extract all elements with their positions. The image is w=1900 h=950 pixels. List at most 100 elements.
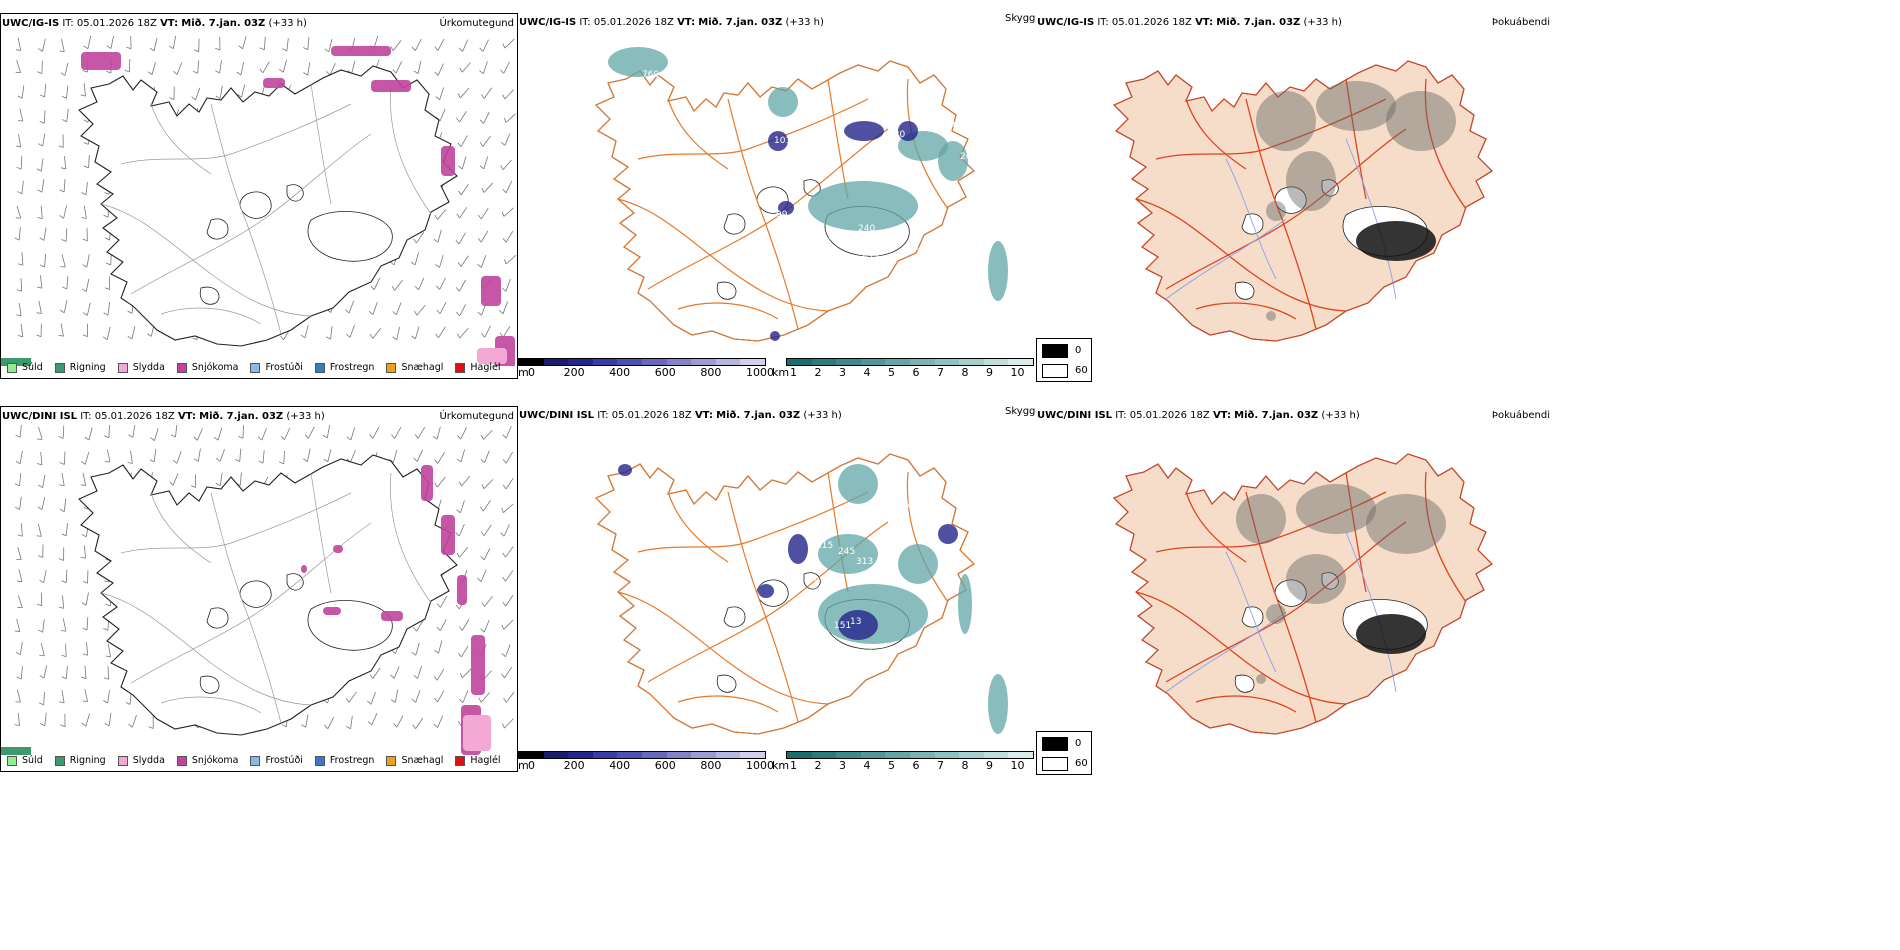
cloud-base-unit: m [518,759,529,772]
legend-item: Haglél [455,362,501,373]
visibility-value-label: 244 [862,250,879,260]
cloud-base-tick: 800 [700,759,722,772]
legend-swatch [7,362,17,373]
legend-label: Frostúði [265,755,303,766]
panel-field-name: Þokuábendi [1491,410,1550,421]
cloud-base-tick: 400 [609,759,631,772]
fog-legend-swatch [1042,364,1068,378]
visibility-tick: 4 [863,759,871,772]
legend-label: Snæhagl [401,362,444,373]
visibility-unit: km [772,759,790,772]
fog-legend-label: 60 [1075,758,1088,769]
visibility-tick: 10 [1010,759,1025,772]
visibility-tick: 10 [1010,366,1025,379]
legend-swatch [117,362,128,373]
fog-legend-swatch [1042,757,1068,771]
legend-swatch [314,755,325,766]
panel-field-name: Þokuábendi [1491,17,1550,28]
visibility-value-label: 562 [898,501,915,511]
visibility-value-label: 315 [814,238,831,248]
legend-item: Súld [7,755,43,766]
fog-legend-label: 60 [1075,365,1088,376]
precip-map [1,425,515,755]
visibility-tick: 7 [937,366,944,379]
legend-item: Haglél [455,755,501,766]
fog-legend-label: 0 [1075,345,1082,356]
visibility-value-label: 415 [816,541,833,551]
visibility-tick: 1 [790,366,797,379]
legend-item: Frostregn [314,362,374,373]
precip-type-panel-bottom: UWC/DINI ISL IT: 05.01.2026 18Z VT: Mið.… [0,406,518,772]
legend-item: Rigning [54,362,106,373]
legend-label: Rigning [69,362,106,373]
legend-item: Frostúði [250,755,303,766]
visibility-value-label: 240 [858,224,875,234]
cloud-base-tick: 1000 [746,366,774,379]
visibility-panel-top: UWC/IG-IS IT: 05.01.2026 18Z VT: Mið. 7.… [518,13,1036,379]
legend-swatch [117,755,128,766]
cloud-base-tick: 0 [528,366,535,379]
visibility-tick: 2 [814,759,822,772]
visibility-tick: 4 [863,366,871,379]
visibility-tick: 9 [986,759,993,772]
fog-panel-bottom: UWC/DINI ISL IT: 05.01.2026 18Z VT: Mið.… [1036,406,1552,775]
cloud-base-tick: 400 [609,366,631,379]
cloud-base-tick: 1000 [746,759,774,772]
cloud-base-unit: m [518,366,529,379]
visibility-field-name: Skyggni [1005,406,1045,417]
legend-swatch [176,362,187,373]
legend-swatch [386,755,397,766]
fog-legend: 0 60 [1036,338,1092,382]
visibility-colorbar [786,358,1034,366]
panel-title: UWC/IG-IS IT: 05.01.2026 18Z VT: Mið. 7.… [2,18,307,29]
visibility-value-label: 325 [856,649,873,659]
visibility-value-label: 110 [786,603,803,613]
precip-legend: Súld Rigning Slydda Snjókoma Frostúði Frostre… [7,755,513,766]
legend-label: Súld [22,362,43,373]
legend-swatch [54,362,65,373]
legend-item: Snæhagl [386,755,443,766]
legend-label: Snjókoma [191,362,239,373]
visibility-value-label: 230 [916,248,933,258]
visibility-map: 769 120 120 74 99 101 249 200 315 240 244 230 99 959 9… [595,47,1008,354]
cloud-base-tick: 0 [528,759,535,772]
visibility-value-label: 74 [818,160,830,170]
visibility-value-label: 120 [888,130,905,140]
visibility-value-label: 959 [986,314,1003,324]
visibility-panel-bottom: UWC/DINI ISL IT: 05.01.2026 18Z VT: Mið.… [518,406,1036,772]
visibility-value-label: 96 [918,459,930,469]
legend-label: Snjókoma [191,755,239,766]
legend-item: Súld [7,362,43,373]
legend-item: Slydda [117,755,165,766]
visibility-tick: 7 [937,759,944,772]
legend-item: Snjókoma [176,362,239,373]
colorbars: m 0 200 400 600 800 1000 km 1 2 3 4 5 6 7 8 9 10 [518,751,1036,773]
panel-field-name: Úrkomutegund [439,18,514,29]
visibility-colorbar [786,751,1034,759]
visibility-value-label: 120 [848,112,865,122]
visibility-value-label: 101 [774,136,791,146]
colorbars: m 0 200 400 600 800 1000 km 1 2 3 4 5 6 7 8 9 10 [518,358,1036,380]
legend-item: Snæhagl [386,362,443,373]
visibility-value-label: 200 [960,152,977,162]
visibility-tick: 6 [912,366,920,379]
panel-title: UWC/IG-IS IT: 05.01.2026 18Z VT: Mið. 7.… [519,17,824,28]
precip-map [1,36,517,366]
visibility-value-label: 13 [850,617,861,627]
visibility-value-label: 99 [776,220,788,230]
visibility-field-name: Skyggni [1005,13,1045,24]
visibility-tick: 1 [790,759,797,772]
visibility-tick: 6 [912,759,920,772]
panel-title: UWC/DINI ISL IT: 05.01.2026 18Z VT: Mið.… [1037,410,1360,421]
panel-title: UWC/DINI ISL IT: 05.01.2026 18Z VT: Mið.… [2,411,325,422]
legend-swatch [176,755,187,766]
cloud-base-colorbar [518,358,766,366]
legend-item: Slydda [117,362,165,373]
panel-field-name: Úrkomutegund [439,411,514,422]
legend-label: Snæhagl [401,755,444,766]
visibility-tick: 3 [839,366,846,379]
visibility-tick: 5 [888,759,895,772]
fog-legend: 0 60 [1036,731,1092,775]
visibility-value-label: 113 [848,575,865,585]
